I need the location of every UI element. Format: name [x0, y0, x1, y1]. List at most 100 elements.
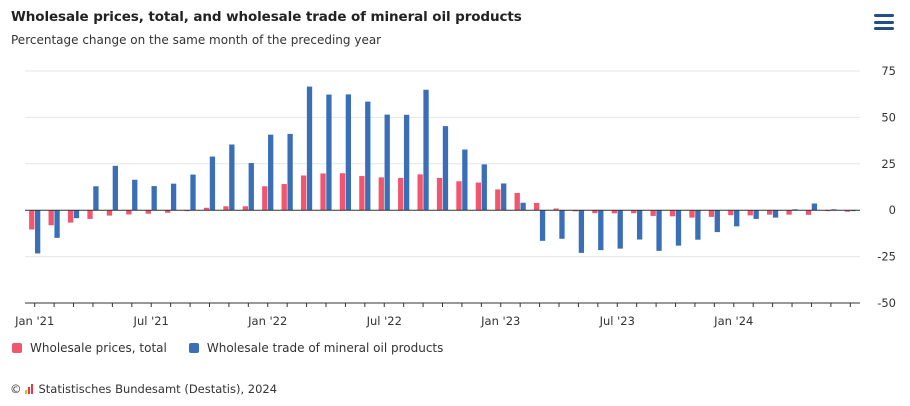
- bar-wholesale-total: [300, 175, 307, 211]
- bar-wholesale-total: [650, 210, 656, 216]
- bar-mineral-oil: [384, 114, 390, 211]
- credit-text: Statistisches Bundesamt (Destatis), 2024: [38, 382, 278, 396]
- bar-wholesale-total: [87, 210, 93, 219]
- chart-title: Wholesale prices, total, and wholesale t…: [11, 9, 522, 25]
- bar-mineral-oil: [365, 101, 371, 211]
- bar-mineral-oil: [268, 134, 274, 211]
- bar-mineral-oil: [209, 156, 216, 211]
- bar-wholesale-total: [767, 210, 773, 215]
- bar-mineral-oil: [442, 126, 449, 211]
- bar-mineral-oil: [539, 210, 546, 241]
- y-tick-label: -25: [877, 250, 896, 264]
- bar-mineral-oil: [578, 210, 585, 253]
- bar-mineral-oil: [93, 186, 99, 211]
- bar-mineral-oil: [112, 165, 118, 211]
- credit: © Statistisches Bundesamt (Destatis), 20…: [10, 382, 277, 396]
- bar-wholesale-total: [708, 210, 715, 217]
- x-tick-label: Jan '21: [14, 314, 54, 328]
- bar-wholesale-total: [805, 210, 812, 215]
- bar-mineral-oil: [675, 210, 682, 246]
- bar-wholesale-total: [436, 177, 443, 211]
- bar-wholesale-total: [359, 176, 365, 211]
- bar-wholesale-total: [398, 177, 404, 211]
- bar-wholesale-total: [844, 210, 850, 212]
- bar-mineral-oil: [287, 133, 293, 211]
- bar-mineral-oil: [772, 210, 779, 218]
- bar-wholesale-total: [339, 173, 346, 211]
- bar-mineral-oil: [248, 163, 254, 211]
- y-tick-label: -50: [877, 296, 896, 310]
- bar-mineral-oil: [714, 210, 720, 233]
- bar-wholesale-total: [572, 210, 579, 212]
- bar-wholesale-total: [553, 208, 559, 211]
- legend-swatch-mineral-oil: [188, 343, 199, 353]
- legend-label-total: Wholesale prices, total: [30, 341, 167, 355]
- bar-wholesale-total: [669, 210, 676, 217]
- bar-mineral-oil: [132, 179, 138, 211]
- bar-wholesale-total: [475, 182, 482, 211]
- hamburger-menu-icon[interactable]: [874, 14, 894, 32]
- x-tick-label: Jul '23: [599, 314, 635, 328]
- bar-wholesale-total: [262, 186, 268, 211]
- bar-wholesale-total: [145, 210, 151, 214]
- bar-mineral-oil: [151, 186, 157, 211]
- x-tick-label: Jan '23: [480, 314, 520, 328]
- x-tick-label: Jan '24: [713, 314, 753, 328]
- bar-mineral-oil: [520, 202, 526, 211]
- bar-mineral-oil: [190, 174, 196, 211]
- bar-mineral-oil: [598, 210, 604, 251]
- bar-mineral-oil: [734, 210, 740, 227]
- bar-mineral-oil: [695, 210, 701, 240]
- bar-mineral-oil: [811, 203, 818, 211]
- legend-item-total[interactable]: Wholesale prices, total: [12, 341, 167, 355]
- bar-mineral-oil: [656, 210, 662, 251]
- bar-wholesale-total: [242, 206, 249, 211]
- bar-wholesale-total: [728, 210, 734, 216]
- bar-mineral-oil: [306, 86, 313, 211]
- legend-item-mineral-oil[interactable]: Wholesale trade of mineral oil products: [188, 341, 444, 355]
- bar-wholesale-total: [495, 189, 501, 211]
- bar-mineral-oil: [403, 114, 410, 211]
- y-tick-label: 50: [881, 110, 896, 124]
- bar-wholesale-total: [320, 173, 326, 211]
- bar-mineral-oil: [54, 210, 60, 238]
- bar-wholesale-total: [378, 177, 384, 211]
- bar-wholesale-total: [165, 210, 171, 213]
- bar-mineral-oil: [73, 210, 80, 219]
- bar-mineral-oil: [423, 89, 429, 211]
- copyright-symbol: ©: [10, 382, 22, 396]
- destatis-logo-icon: [24, 384, 34, 394]
- bar-mineral-oil: [35, 210, 41, 254]
- menu-line-icon: [874, 27, 894, 30]
- bar-wholesale-total: [514, 192, 520, 211]
- legend-label-mineral-oil: Wholesale trade of mineral oil products: [206, 341, 444, 355]
- bar-mineral-oil: [481, 164, 487, 211]
- bar-mineral-oil: [462, 149, 468, 211]
- bar-wholesale-total: [223, 206, 229, 211]
- bar-wholesale-total: [203, 207, 210, 211]
- bar-wholesale-total: [106, 210, 113, 216]
- legend-swatch-total: [12, 343, 22, 353]
- bar-wholesale-total: [533, 202, 540, 211]
- menu-line-icon: [874, 14, 894, 17]
- bar-wholesale-total: [689, 210, 695, 218]
- bar-mineral-oil: [501, 183, 507, 211]
- x-tick-label: Jan '22: [247, 314, 287, 328]
- bar-mineral-oil: [345, 94, 352, 211]
- bar-wholesale-total: [417, 174, 423, 211]
- bar-wholesale-total: [456, 181, 462, 211]
- bar-mineral-oil: [229, 144, 235, 211]
- bar-mineral-oil: [753, 210, 759, 219]
- bar-wholesale-total: [592, 210, 598, 214]
- y-tick-label: 0: [889, 203, 896, 217]
- bar-wholesale-total: [281, 184, 287, 211]
- y-tick-label: 75: [881, 64, 896, 78]
- x-tick-label: Jul '21: [133, 314, 169, 328]
- bar-wholesale-total: [48, 210, 54, 226]
- bar-wholesale-total: [126, 210, 132, 215]
- menu-line-icon: [874, 20, 894, 24]
- bar-mineral-oil: [326, 94, 332, 211]
- bar-mineral-oil: [170, 183, 177, 211]
- bar-mineral-oil: [636, 210, 643, 240]
- x-tick-label: Jul '22: [366, 314, 402, 328]
